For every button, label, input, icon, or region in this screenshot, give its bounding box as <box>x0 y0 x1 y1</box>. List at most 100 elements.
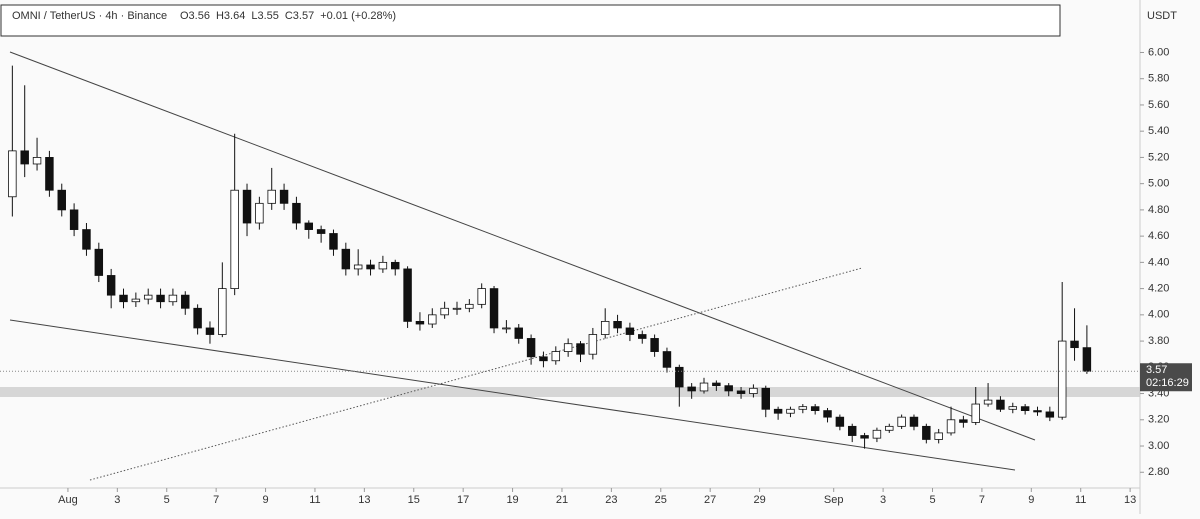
candle-body <box>8 150 17 198</box>
candle-body <box>69 209 79 230</box>
candle-body <box>600 320 610 335</box>
candle-body <box>143 294 153 300</box>
x-tick-label: 11 <box>309 494 320 506</box>
candle-body <box>749 387 758 394</box>
candle-body <box>218 288 227 335</box>
candle-body <box>378 261 388 270</box>
candle-body <box>885 425 894 431</box>
candle-body <box>341 248 351 270</box>
y-tick-label: 4.00 <box>1148 309 1169 321</box>
candle-body <box>366 264 375 270</box>
ohlc-value: L3.55 <box>251 10 279 22</box>
x-tick-label: 17 <box>457 494 469 506</box>
candle-body <box>810 406 820 412</box>
x-tick-label: 7 <box>213 494 219 506</box>
x-tick-label: Aug <box>58 494 78 506</box>
ohlc-value: O3.56 <box>180 10 210 22</box>
y-tick-label: 4.80 <box>1148 204 1169 216</box>
x-tick-label: 9 <box>262 494 268 506</box>
candle-body <box>675 366 684 388</box>
candles <box>8 65 1092 449</box>
candle-body <box>798 406 808 410</box>
candle-body <box>415 320 425 325</box>
candle-body <box>687 386 696 392</box>
candle-body <box>922 425 931 440</box>
candle-body <box>1033 410 1042 413</box>
candle-body <box>526 338 536 358</box>
x-tick-label: 7 <box>979 494 985 506</box>
candle-body <box>897 416 906 427</box>
lower-trendline <box>9 319 1016 471</box>
candle-body <box>1020 406 1030 412</box>
candle-body <box>786 408 795 414</box>
candle-body <box>205 327 215 335</box>
candle-body <box>255 202 264 224</box>
x-tick-label: 27 <box>704 494 716 506</box>
ohlc-value: +0.01 (+0.28%) <box>320 10 396 22</box>
x-tick-label: 21 <box>556 494 568 506</box>
x-tick-label: 25 <box>655 494 667 506</box>
x-tick-label: 5 <box>929 494 935 506</box>
plot-area <box>0 0 1140 488</box>
x-tick-label: 5 <box>164 494 170 506</box>
dotted-trendline <box>89 267 863 481</box>
candle-body <box>391 261 400 270</box>
candle-body <box>1008 406 1018 410</box>
candle-body <box>267 189 276 204</box>
candle-body <box>934 432 943 440</box>
y-tick-label: 4.60 <box>1148 230 1169 242</box>
currency-label: USDT <box>1147 10 1177 22</box>
x-tick-label: 19 <box>506 494 518 506</box>
candle-body <box>131 298 141 303</box>
last-price-label: 3.57 <box>1146 364 1167 376</box>
x-tick-label: 13 <box>1124 494 1136 506</box>
candle-body <box>576 343 585 355</box>
candle-body <box>1082 347 1092 372</box>
x-tick-label: Sep <box>824 494 844 506</box>
y-tick-label: 5.00 <box>1148 178 1169 190</box>
candle-body <box>662 351 672 368</box>
upper-trendline <box>9 51 1036 441</box>
candle-body <box>316 229 326 234</box>
candle-body <box>539 356 548 362</box>
candle-body <box>20 150 29 165</box>
y-tick-label: 4.20 <box>1148 283 1169 295</box>
y-tick-label: 6.00 <box>1148 46 1169 58</box>
candle-body <box>551 351 561 362</box>
candle-body <box>761 387 770 410</box>
candle-body <box>181 294 190 309</box>
ohlc-value: C3.57 <box>285 10 314 22</box>
candle-body <box>946 419 956 434</box>
y-tick-label: 5.20 <box>1148 151 1169 163</box>
x-tick-label: 9 <box>1028 494 1034 506</box>
y-tick-label: 3.20 <box>1148 414 1169 426</box>
candle-body <box>304 222 314 230</box>
candle-body <box>712 382 721 387</box>
price-label-box <box>1140 363 1192 392</box>
candle-body <box>699 382 709 392</box>
candle-body <box>1045 411 1055 418</box>
candle-body <box>329 233 338 250</box>
candle-body <box>847 425 857 436</box>
candle-body <box>613 320 622 329</box>
candle-body <box>57 189 66 211</box>
candle-body <box>465 303 474 309</box>
x-tick-label: 11 <box>1075 494 1086 506</box>
y-tick-label: 2.80 <box>1148 466 1169 478</box>
x-tick-label: 23 <box>605 494 617 506</box>
candle-body <box>724 385 733 392</box>
candle-body <box>156 294 165 303</box>
support-zone <box>0 387 1140 397</box>
candle-body <box>428 314 437 325</box>
y-tick-label: 4.40 <box>1148 256 1169 268</box>
candle-body <box>959 419 968 423</box>
candle-body <box>1070 340 1079 349</box>
candle-body <box>638 334 647 339</box>
candle-body <box>983 399 993 405</box>
candle-body <box>242 189 252 224</box>
candle-body <box>563 343 573 352</box>
x-tick-label: 3 <box>880 494 886 506</box>
countdown-label: 02:16:29 <box>1146 377 1189 389</box>
y-tick-label: 5.80 <box>1148 73 1169 85</box>
